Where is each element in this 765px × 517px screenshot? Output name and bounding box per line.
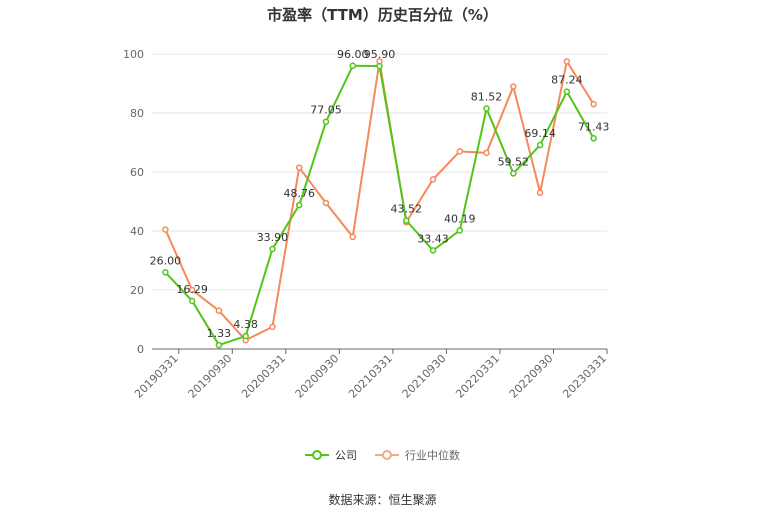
y-tick-label: 100 xyxy=(123,48,144,61)
y-tick-label: 0 xyxy=(137,343,144,356)
data-label: 96.00 xyxy=(337,48,369,61)
company-data-point xyxy=(322,118,330,125)
company-data-point xyxy=(188,297,196,305)
industry-data-point xyxy=(269,323,276,331)
company-data-point xyxy=(242,332,249,340)
x-tick-label: 20220331 xyxy=(453,352,502,401)
company-data-point xyxy=(483,105,490,112)
company-data-point xyxy=(215,341,223,349)
company-data-point xyxy=(536,141,544,149)
data-label: 4.38 xyxy=(233,318,258,331)
industry-data-point xyxy=(188,286,196,294)
x-tick-label: 20220930 xyxy=(507,352,556,401)
company-data-point xyxy=(162,269,169,276)
data-label: 33.43 xyxy=(417,232,449,245)
x-tick-label: 20200331 xyxy=(239,352,288,401)
company-data-point xyxy=(429,247,437,254)
industry-data-point xyxy=(483,149,490,157)
data-source: 数据来源：恒生聚源 xyxy=(328,493,437,507)
industry-data-point xyxy=(162,226,169,233)
data-label: 87.24 xyxy=(551,74,583,87)
data-label: 26.00 xyxy=(150,254,182,267)
data-label: 69.14 xyxy=(524,127,556,140)
data-label: 71.43 xyxy=(578,120,610,133)
x-tick-label: 20210331 xyxy=(346,352,395,401)
legend-line-marker xyxy=(375,450,399,460)
company-series-line xyxy=(164,64,595,347)
industry-data-point xyxy=(429,176,437,183)
industry-data-point xyxy=(295,164,303,171)
y-tick-label: 40 xyxy=(130,225,144,238)
company-data-point xyxy=(295,201,303,209)
x-tick-label: 20230331 xyxy=(560,352,609,401)
company-data-point xyxy=(349,62,356,70)
data-label: 48.76 xyxy=(283,187,315,200)
company-data-point xyxy=(590,135,597,142)
data-label: 95.90 xyxy=(364,48,396,61)
industry-data-point xyxy=(536,189,544,196)
legend-label-industry: 行业中位数 xyxy=(405,449,460,462)
y-tick-label: 60 xyxy=(130,166,144,179)
data-label: 1.33 xyxy=(207,327,232,340)
company-data-point xyxy=(510,170,517,177)
y-tick-label: 20 xyxy=(130,284,144,297)
industry-data-point xyxy=(215,307,223,314)
legend-line-marker xyxy=(305,450,329,460)
company-data-point xyxy=(456,227,464,234)
data-label: 77.05 xyxy=(310,104,342,117)
x-tick-label: 20210930 xyxy=(400,352,449,401)
industry-data-point xyxy=(456,148,464,155)
data-label: 81.52 xyxy=(471,91,503,104)
legend: 公司 行业中位数 xyxy=(0,447,765,463)
legend-item-company[interactable]: 公司 xyxy=(305,447,357,463)
industry-series-line xyxy=(164,60,595,342)
industry-data-point xyxy=(322,199,330,207)
company-data-point xyxy=(269,245,276,253)
data-label: 59.52 xyxy=(498,155,530,168)
data-label: 43.52 xyxy=(391,203,423,216)
x-tick-label: 20200930 xyxy=(293,352,342,401)
chart-title: 市盈率（TTM）历史百分位（%） xyxy=(267,6,498,24)
company-data-point xyxy=(563,88,571,95)
industry-data-point xyxy=(590,100,597,108)
x-tick-label: 20190930 xyxy=(186,352,235,401)
data-label: 16.29 xyxy=(176,283,208,296)
data-label: 40.19 xyxy=(444,212,476,225)
legend-label-company: 公司 xyxy=(335,449,357,462)
legend-item-industry[interactable]: 行业中位数 xyxy=(375,447,460,463)
x-tick-label: 20190331 xyxy=(132,352,181,401)
industry-data-point xyxy=(510,83,517,90)
company-data-point xyxy=(376,62,383,70)
y-tick-label: 80 xyxy=(130,107,144,120)
line-chart: 0 20 40 60 80 100 20190331 20190930 20200331 2020… xyxy=(123,48,610,401)
data-label: 33.90 xyxy=(257,231,289,244)
industry-data-point xyxy=(563,58,571,65)
industry-data-point xyxy=(349,233,356,241)
company-data-point xyxy=(403,217,410,224)
